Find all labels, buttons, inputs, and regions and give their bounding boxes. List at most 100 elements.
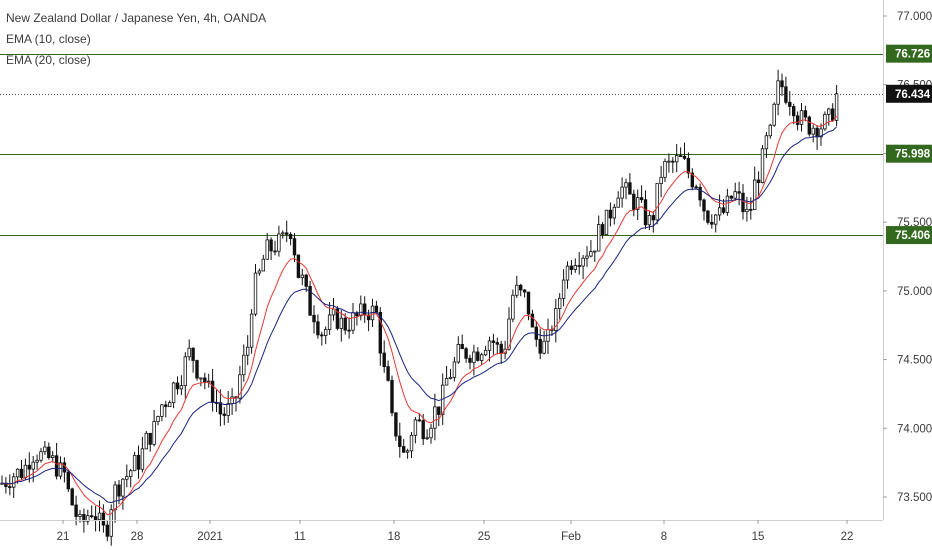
- candle-8[interactable]: [31, 456, 35, 483]
- candle-44[interactable]: [171, 381, 176, 409]
- candle-62[interactable]: [242, 344, 246, 382]
- candle-198[interactable]: [772, 102, 776, 127]
- candle-42[interactable]: [164, 400, 168, 418]
- candle-51[interactable]: [199, 377, 203, 387]
- candle-98[interactable]: [382, 340, 386, 373]
- candle-16[interactable]: [62, 457, 67, 483]
- candle-114[interactable]: [444, 365, 449, 386]
- candle-182[interactable]: [710, 214, 714, 229]
- candle-59[interactable]: [230, 388, 234, 415]
- candle-36[interactable]: [140, 436, 145, 473]
- candle-149[interactable]: [581, 254, 585, 280]
- candle-25[interactable]: [97, 500, 102, 532]
- candle-140[interactable]: [546, 318, 550, 355]
- candle-63[interactable]: [245, 335, 250, 366]
- candle-37[interactable]: [144, 430, 148, 450]
- candle-199[interactable]: [776, 69, 780, 116]
- candle-83[interactable]: [323, 326, 328, 345]
- candle-136[interactable]: [530, 309, 535, 328]
- candle-186[interactable]: [725, 188, 730, 216]
- candle-10[interactable]: [39, 447, 43, 463]
- candle-180[interactable]: [702, 198, 706, 221]
- level-badge-1[interactable]: 75.998: [886, 144, 932, 163]
- candle-184[interactable]: [717, 194, 722, 221]
- candle-72[interactable]: [281, 230, 285, 239]
- candle-93[interactable]: [362, 296, 367, 323]
- candle-107[interactable]: [417, 413, 421, 422]
- candle-13[interactable]: [51, 450, 55, 463]
- candle-5[interactable]: [19, 460, 24, 480]
- candle-115[interactable]: [448, 368, 453, 380]
- candle-153[interactable]: [597, 215, 601, 252]
- candle-139[interactable]: [542, 330, 546, 355]
- candle-176[interactable]: [686, 152, 691, 179]
- candle-40[interactable]: [156, 415, 160, 426]
- candle-134[interactable]: [522, 289, 527, 298]
- candle-120[interactable]: [468, 354, 472, 370]
- candle-164[interactable]: [639, 185, 644, 203]
- candle-169[interactable]: [659, 165, 663, 198]
- candle-204[interactable]: [795, 111, 800, 131]
- candle-69[interactable]: [269, 237, 273, 260]
- candle-208[interactable]: [811, 124, 815, 143]
- candle-96[interactable]: [374, 300, 379, 314]
- candle-38[interactable]: [148, 432, 152, 452]
- candle-92[interactable]: [359, 295, 363, 321]
- candle-76[interactable]: [296, 254, 301, 279]
- candle-160[interactable]: [624, 178, 628, 200]
- candle-195[interactable]: [760, 145, 765, 184]
- candle-14[interactable]: [54, 442, 59, 480]
- candle-100[interactable]: [390, 375, 394, 417]
- candle-109[interactable]: [425, 429, 429, 441]
- candle-86[interactable]: [335, 306, 340, 331]
- candle-170[interactable]: [663, 158, 667, 183]
- candle-163[interactable]: [636, 189, 640, 221]
- candle-131[interactable]: [511, 289, 515, 323]
- candle-132[interactable]: [515, 275, 519, 299]
- candle-146[interactable]: [569, 259, 574, 275]
- candle-133[interactable]: [519, 283, 523, 297]
- candle-23[interactable]: [90, 505, 94, 519]
- candle-207[interactable]: [807, 115, 811, 137]
- candle-172[interactable]: [671, 157, 675, 174]
- candle-48[interactable]: [187, 339, 191, 361]
- candle-175[interactable]: [682, 142, 687, 161]
- candle-80[interactable]: [312, 305, 316, 334]
- candle-101[interactable]: [394, 412, 398, 441]
- candle-58[interactable]: [226, 391, 230, 423]
- candle-61[interactable]: [238, 365, 242, 404]
- candle-188[interactable]: [733, 182, 737, 201]
- candle-102[interactable]: [398, 422, 402, 458]
- candle-193[interactable]: [753, 166, 757, 211]
- candle-9[interactable]: [35, 454, 39, 470]
- candle-99[interactable]: [386, 360, 390, 382]
- candle-70[interactable]: [273, 240, 277, 256]
- candle-190[interactable]: [741, 184, 745, 220]
- candle-155[interactable]: [604, 209, 609, 236]
- candle-89[interactable]: [347, 317, 351, 339]
- candle-177[interactable]: [690, 168, 694, 191]
- candle-200[interactable]: [780, 73, 784, 97]
- candle-121[interactable]: [472, 344, 476, 376]
- candle-210[interactable]: [819, 123, 823, 146]
- candle-205[interactable]: [799, 103, 804, 132]
- candle-1[interactable]: [4, 477, 8, 494]
- candle-104[interactable]: [405, 448, 410, 459]
- candle-41[interactable]: [160, 403, 164, 422]
- candle-105[interactable]: [409, 431, 414, 459]
- candle-125[interactable]: [487, 336, 492, 362]
- candle-22[interactable]: [86, 509, 90, 525]
- candle-7[interactable]: [27, 452, 31, 483]
- candle-112[interactable]: [437, 406, 441, 427]
- candle-39[interactable]: [152, 409, 156, 447]
- candle-45[interactable]: [175, 376, 180, 395]
- candle-119[interactable]: [464, 347, 468, 363]
- candle-29[interactable]: [113, 481, 117, 523]
- candle-46[interactable]: [179, 375, 184, 396]
- candle-106[interactable]: [413, 416, 418, 444]
- candle-71[interactable]: [277, 225, 281, 257]
- candle-174[interactable]: [678, 147, 683, 157]
- candle-138[interactable]: [538, 328, 542, 360]
